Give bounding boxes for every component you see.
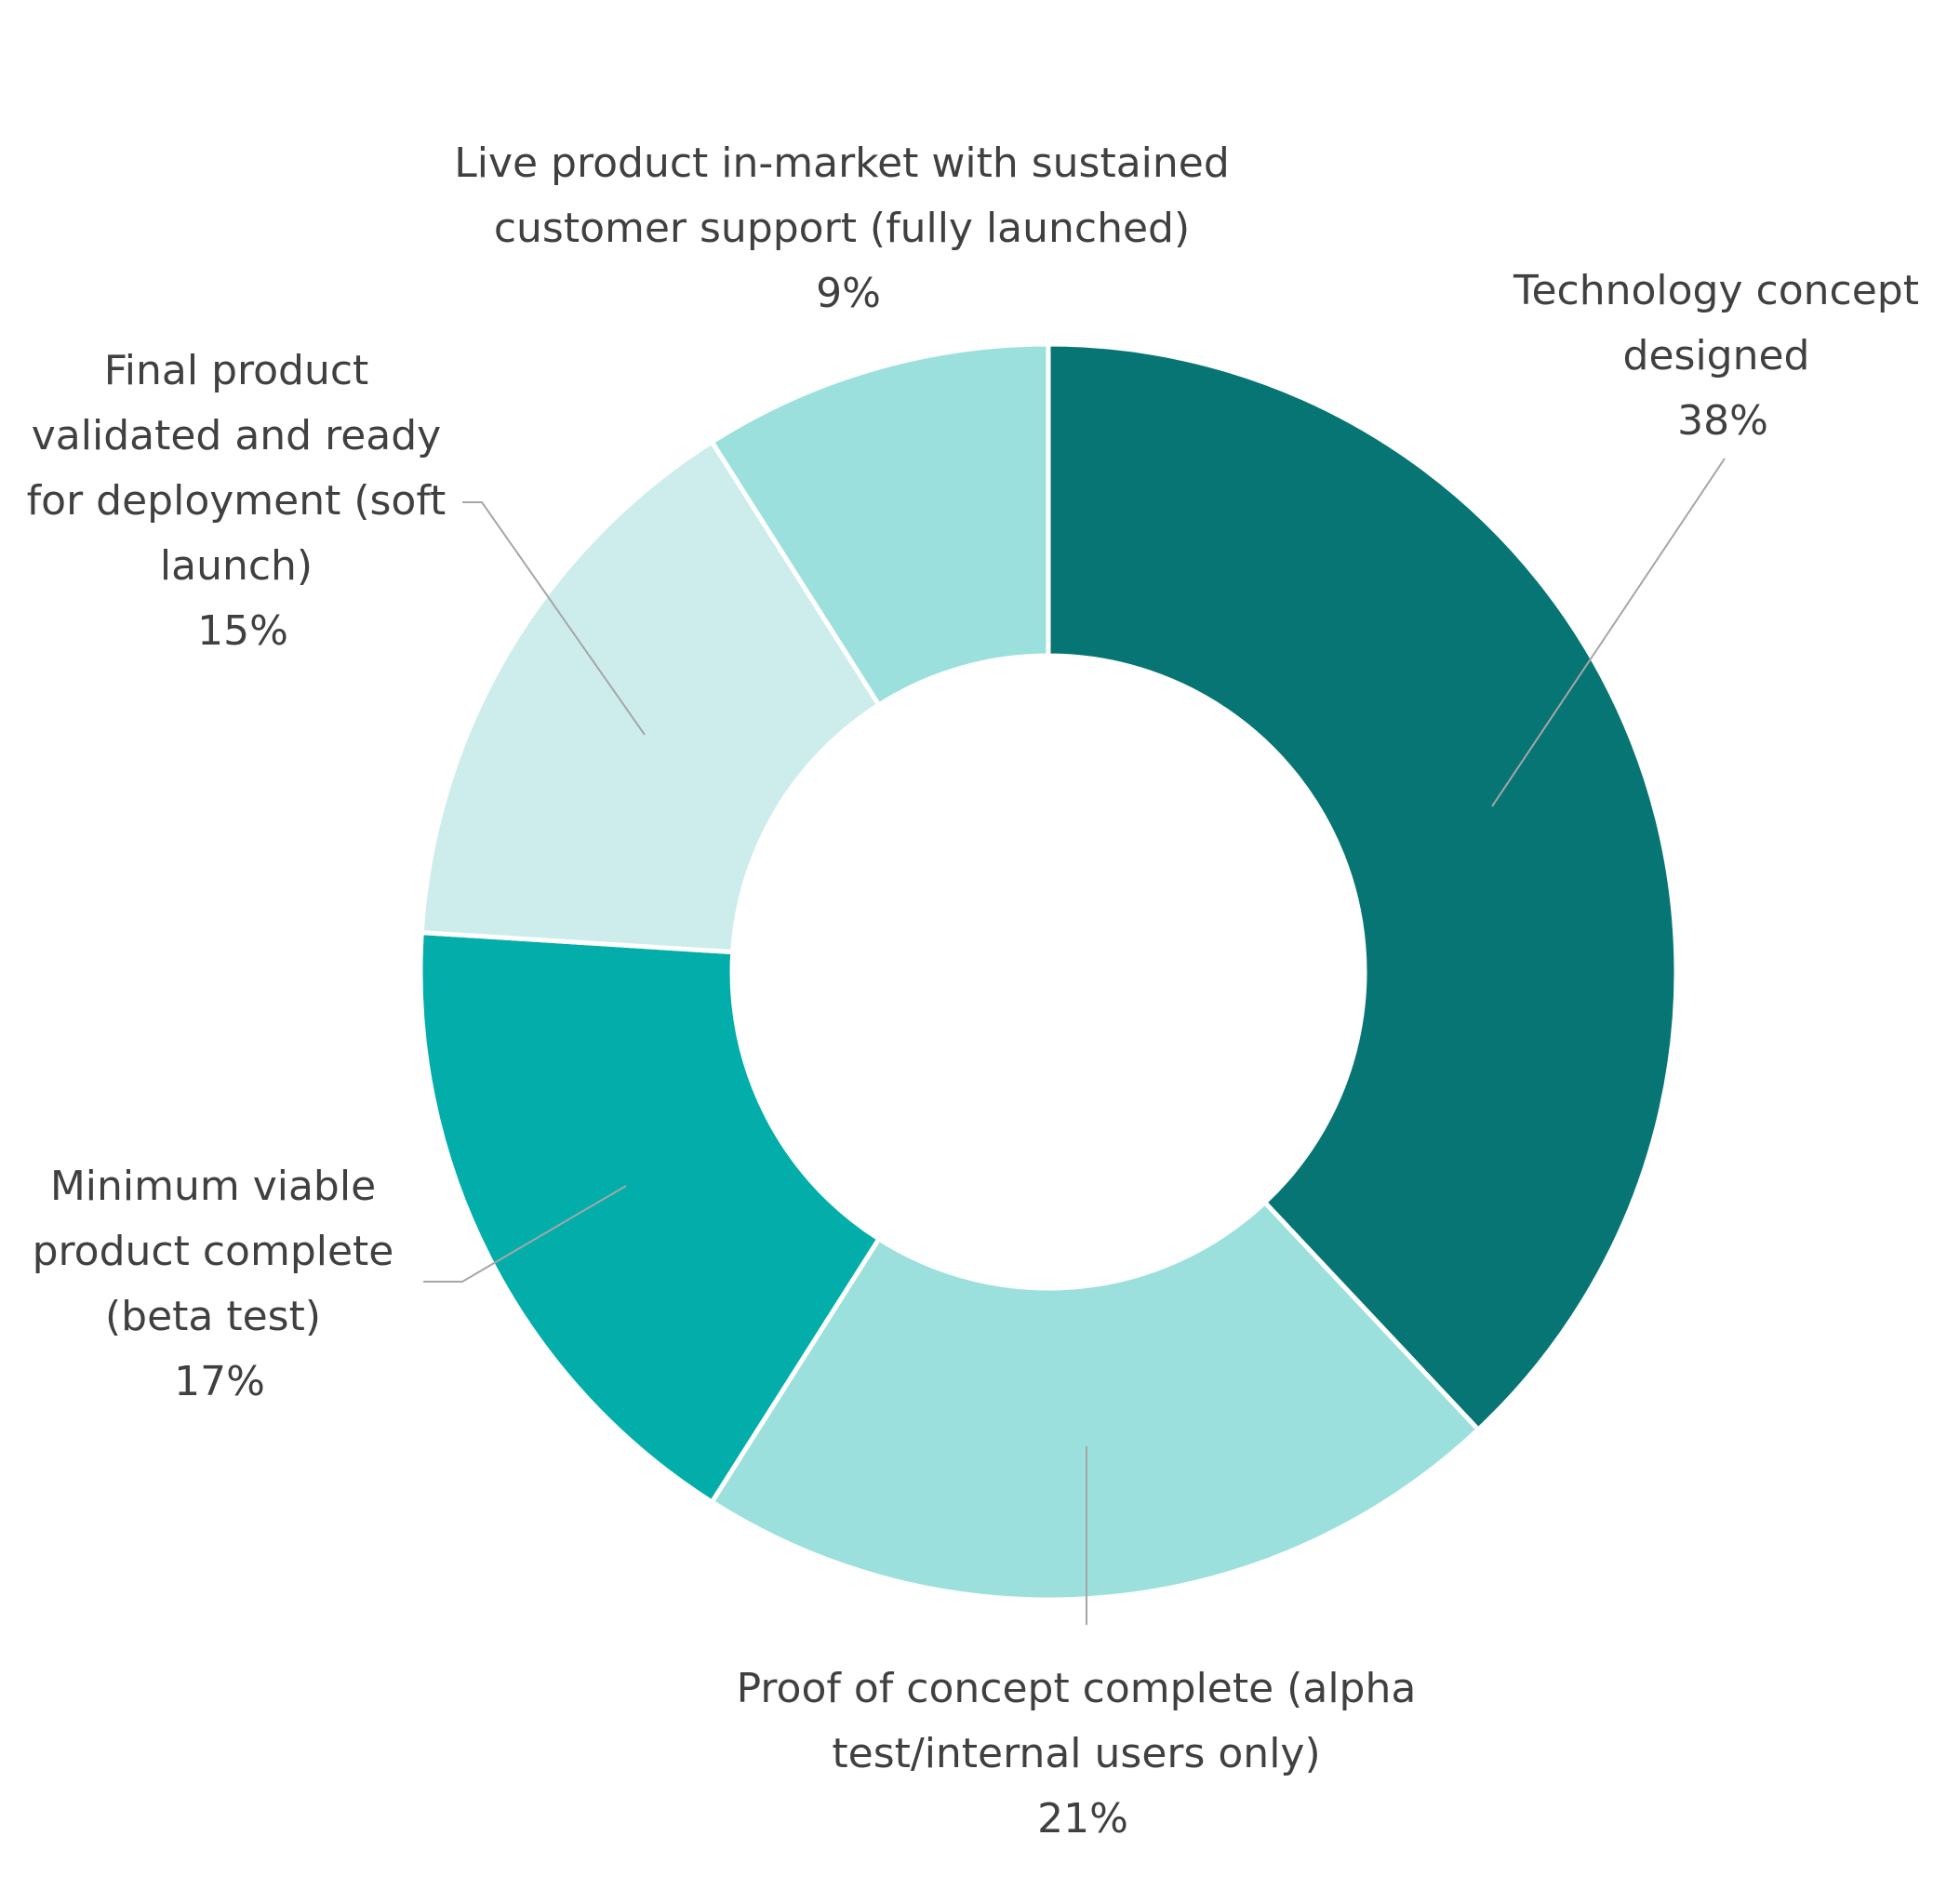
label-final-product: Final product validated and ready for de…: [27, 347, 460, 655]
leader-line-2: [423, 1185, 627, 1283]
slice-1: [708, 1199, 1482, 1603]
label-line: Minimum viable: [50, 1163, 376, 1210]
label-line: customer support (fully launched): [494, 205, 1190, 252]
label-line: Live product in-market with sustained: [454, 140, 1230, 187]
slice-2: [418, 929, 883, 1506]
slice-0: [1046, 341, 1679, 1433]
label-percent: 38%: [1677, 397, 1768, 445]
label-minimum-viable-product: Minimum viable product complete (beta te…: [33, 1163, 407, 1405]
leader-line-0: [1491, 458, 1726, 807]
label-live-product: Live product in-market with sustained cu…: [454, 140, 1243, 317]
label-line: Technology concept: [1513, 267, 1919, 314]
label-line: designed: [1623, 332, 1810, 379]
label-line: Final product: [104, 347, 369, 394]
label-percent: 15%: [197, 607, 288, 655]
leader-line-group: [423, 458, 1726, 1625]
label-line: for deployment (soft: [27, 477, 447, 525]
label-percent: 21%: [1037, 1795, 1128, 1842]
slice-4: [708, 341, 1051, 709]
data-label-group: Technology concept designed 38% Proof of…: [27, 140, 1932, 1842]
label-technology-concept: Technology concept designed 38%: [1513, 267, 1932, 445]
label-line: product complete: [33, 1228, 394, 1275]
slice-group: [418, 341, 1679, 1603]
label-proof-of-concept: Proof of concept complete (alpha test/in…: [737, 1665, 1430, 1842]
label-line: launch): [160, 542, 313, 590]
label-line: test/internal users only): [832, 1730, 1320, 1777]
label-line: Proof of concept complete (alpha: [737, 1665, 1417, 1712]
label-line: validated and ready: [32, 412, 441, 459]
label-percent: 17%: [174, 1358, 265, 1405]
label-line: (beta test): [105, 1293, 321, 1340]
slice-3: [419, 438, 883, 955]
label-percent: 9%: [816, 270, 881, 317]
leader-line-3: [462, 501, 646, 736]
